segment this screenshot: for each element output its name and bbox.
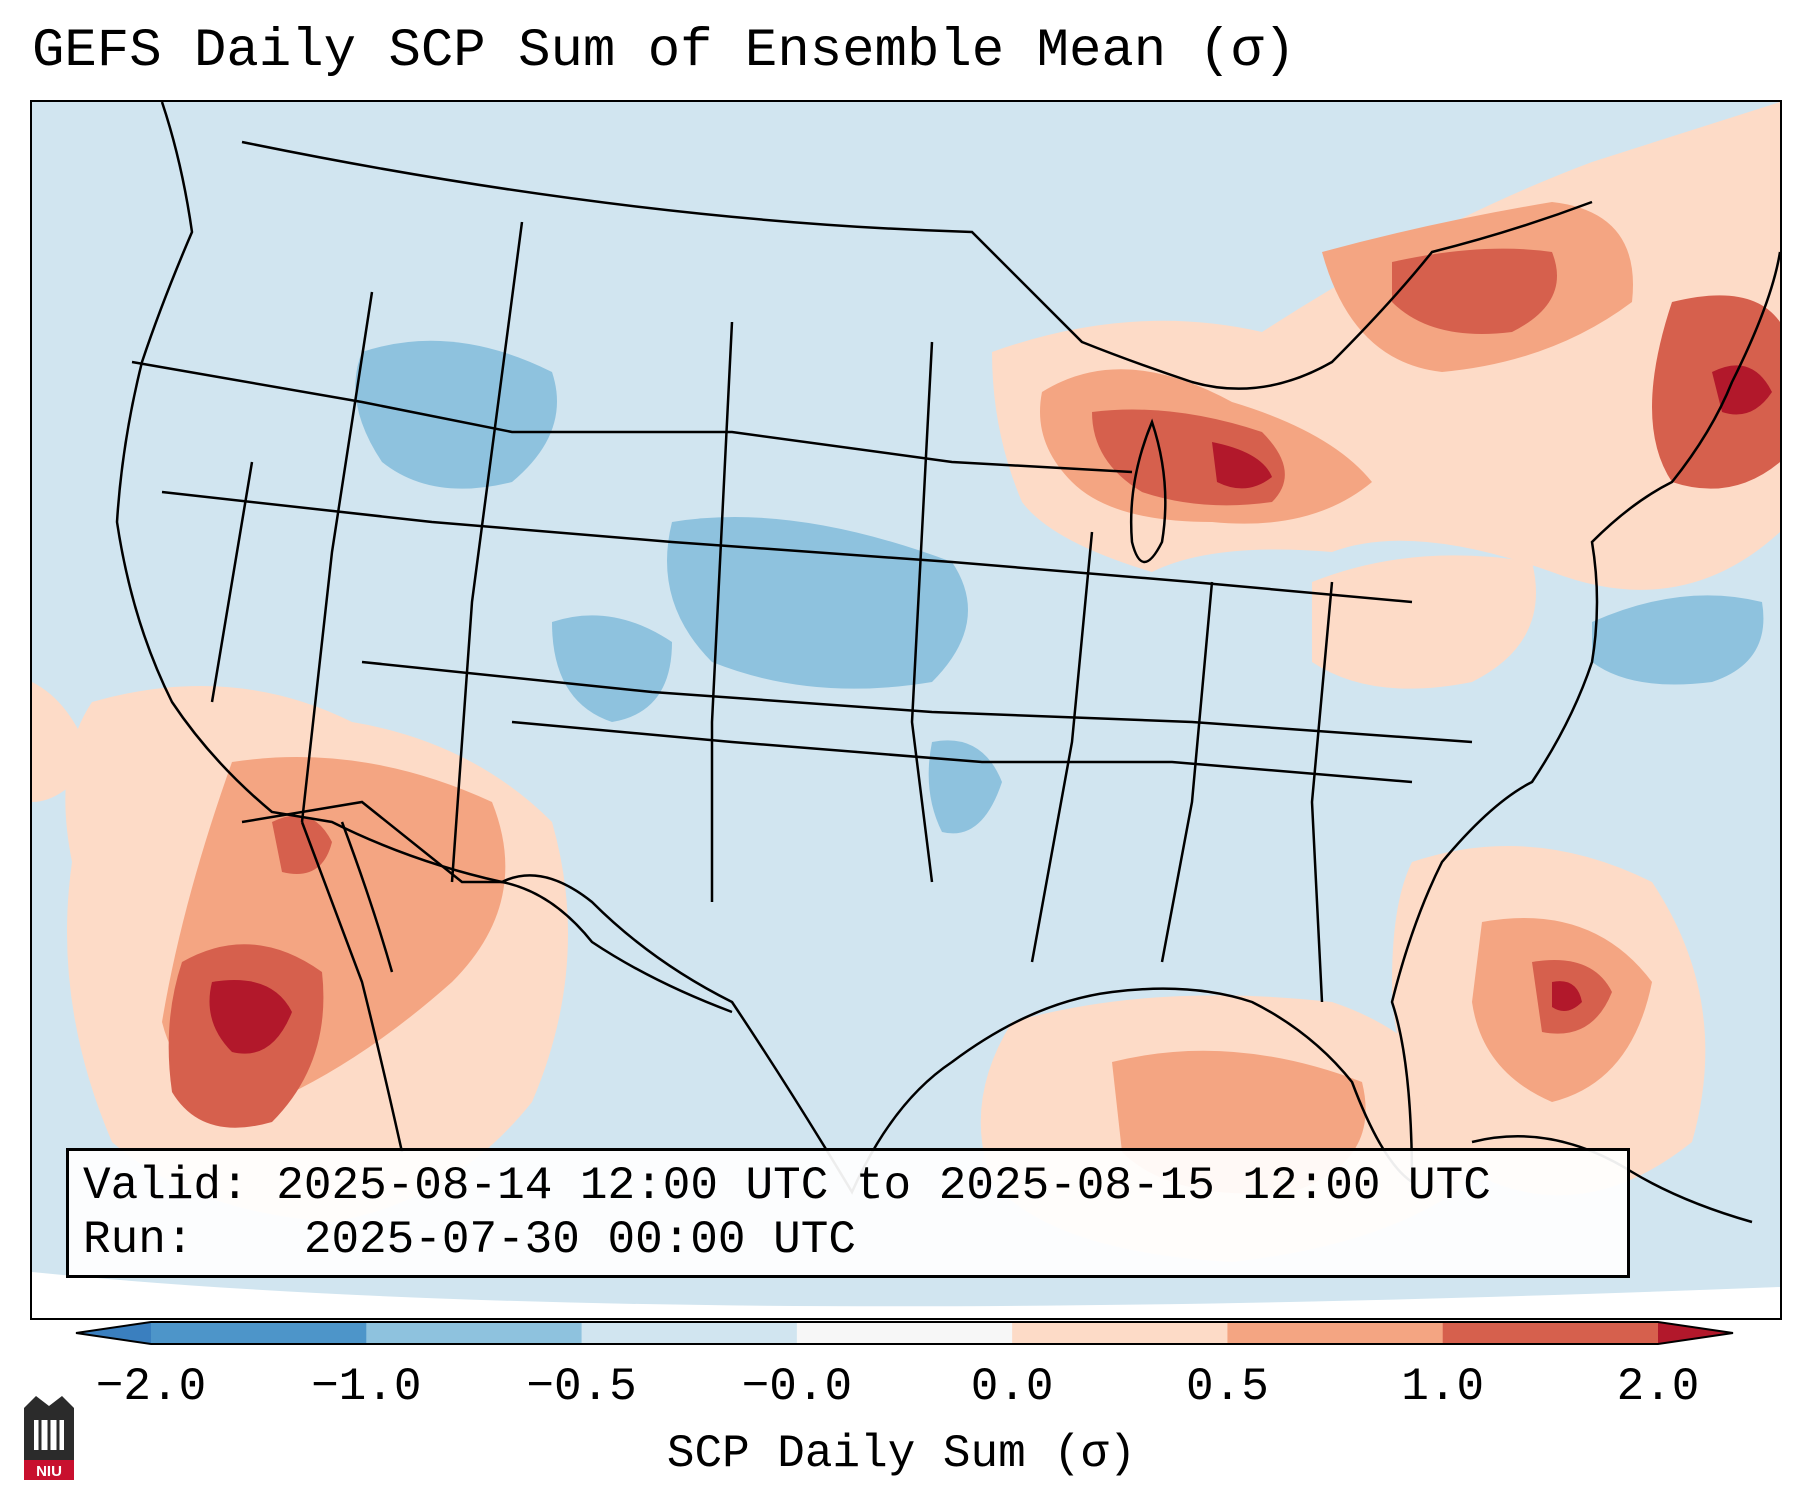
- anomaly-atlantic-peak: [1552, 981, 1582, 1011]
- colorbar-tick-label: 0.5: [1186, 1361, 1269, 1413]
- baja-peninsula: [300, 821, 404, 1153]
- colorbar-bin: [1012, 1322, 1228, 1344]
- cuba: [1471, 1135, 1753, 1224]
- colorbar-bin: [581, 1322, 798, 1344]
- anomaly-idaho-cool: [355, 340, 557, 489]
- map-panel[interactable]: [30, 100, 1782, 1320]
- colorbar-bin: [1227, 1322, 1444, 1344]
- niu-logo-text: NIU: [36, 1463, 62, 1480]
- state-line-3: [361, 660, 1473, 744]
- anomaly-westcoast-edge: [32, 682, 92, 802]
- gulf-of-california: [340, 821, 394, 973]
- colorbar-bin: [151, 1322, 367, 1344]
- colorbar-label: SCP Daily Sum (σ): [666, 1428, 1137, 1480]
- anomaly-colorado-cool: [552, 615, 672, 722]
- us-outline: [115, 102, 1780, 1195]
- valid-value: 2025-08-14 12:00 UTC to 2025-08-15 12:00…: [276, 1160, 1491, 1212]
- state-line-11: [1160, 581, 1214, 963]
- colorbar: [75, 1321, 1734, 1345]
- anomaly-michigan-peak: [1212, 442, 1272, 489]
- run-value: 2025-07-30 00:00 UTC: [303, 1214, 856, 1266]
- state-line-4: [511, 720, 1413, 784]
- colorbar-tick-label: 1.0: [1401, 1361, 1485, 1413]
- state-line-6: [300, 291, 374, 823]
- borders: [115, 102, 1780, 1224]
- state-line-2: [161, 490, 1413, 604]
- canada-border: [241, 140, 1593, 390]
- colorbar-tick-label: −0.5: [526, 1361, 637, 1413]
- anomaly-quebec-strong: [1392, 248, 1557, 334]
- state-line-1: [131, 360, 1133, 474]
- state-line-8: [710, 321, 734, 902]
- anomaly-eastern-warm: [1312, 555, 1536, 689]
- info-box: Valid: 2025-08-14 12:00 UTC to 2025-08-1…: [66, 1148, 1630, 1278]
- state-line-10: [1030, 531, 1094, 963]
- colorbar-bin: [796, 1322, 1013, 1344]
- anomaly-baja-peak: [209, 980, 292, 1054]
- colorbar-bins: [76, 1322, 1733, 1344]
- anomaly-newengland-mid: [1652, 295, 1780, 489]
- projection-edge: [32, 1272, 1780, 1318]
- colorbar-tick-label: −2.0: [95, 1361, 207, 1413]
- colorbar-tick-label: −1.0: [311, 1361, 422, 1413]
- anomaly-newengland-peak: [1712, 365, 1772, 415]
- anomaly-plains-cool: [667, 517, 968, 689]
- mexico-border: [241, 800, 733, 1014]
- colorbar-tick-label: 0.0: [970, 1361, 1054, 1413]
- anomaly-field: [32, 102, 1780, 1262]
- colorbar-tick-label: −0.0: [741, 1361, 853, 1413]
- valid-label: Valid:: [83, 1160, 249, 1212]
- colorbar-bin: [366, 1322, 583, 1344]
- colorbar-extend-low: [76, 1322, 151, 1344]
- colorbar-bin: [1442, 1322, 1659, 1344]
- state-line-12: [1310, 581, 1334, 1003]
- anomaly-atlantic-cool: [1592, 595, 1764, 685]
- state-line-7: [450, 221, 524, 883]
- colorbar-outline: [75, 1321, 1734, 1345]
- colorbar-extend-high: [1658, 1322, 1733, 1344]
- map-svg: [32, 102, 1780, 1318]
- state-line-9: [910, 341, 934, 883]
- niu-logo: NIU: [24, 1396, 74, 1480]
- anomaly-oklahoma-cool: [928, 740, 1002, 834]
- map-title: GEFS Daily SCP Sum of Ensemble Mean (σ): [32, 21, 1296, 82]
- state-line-5: [210, 461, 254, 703]
- run-label: Run:: [83, 1214, 194, 1266]
- colorbar-tick-label: 2.0: [1616, 1361, 1700, 1413]
- lake-michigan: [1129, 418, 1167, 564]
